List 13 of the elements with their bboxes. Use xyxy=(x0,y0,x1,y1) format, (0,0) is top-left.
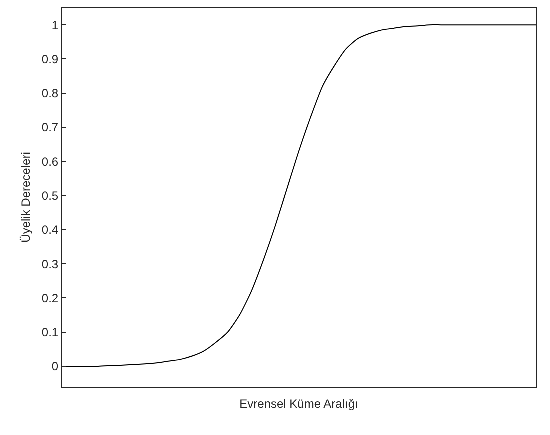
y-tick-label: 0.1 xyxy=(42,326,59,340)
y-tick-label: 0.9 xyxy=(42,52,59,66)
y-tick-label: 0.3 xyxy=(42,257,59,272)
x-axis-title: Evrensel Küme Aralığı xyxy=(240,396,358,411)
y-axis-title: Üyelik Dereceleri xyxy=(19,152,34,243)
y-tick-label: 0.2 xyxy=(42,291,59,306)
y-tick-label: 0 xyxy=(52,360,59,374)
y-tick-label: 0.7 xyxy=(42,120,59,135)
y-tick-label: 0.8 xyxy=(42,86,59,101)
y-tick-label: 0.5 xyxy=(42,188,59,203)
y-tick-label: 1 xyxy=(52,18,59,32)
y-tick-label: 0.6 xyxy=(42,154,59,169)
y-tick-label: 0.4 xyxy=(42,223,59,238)
